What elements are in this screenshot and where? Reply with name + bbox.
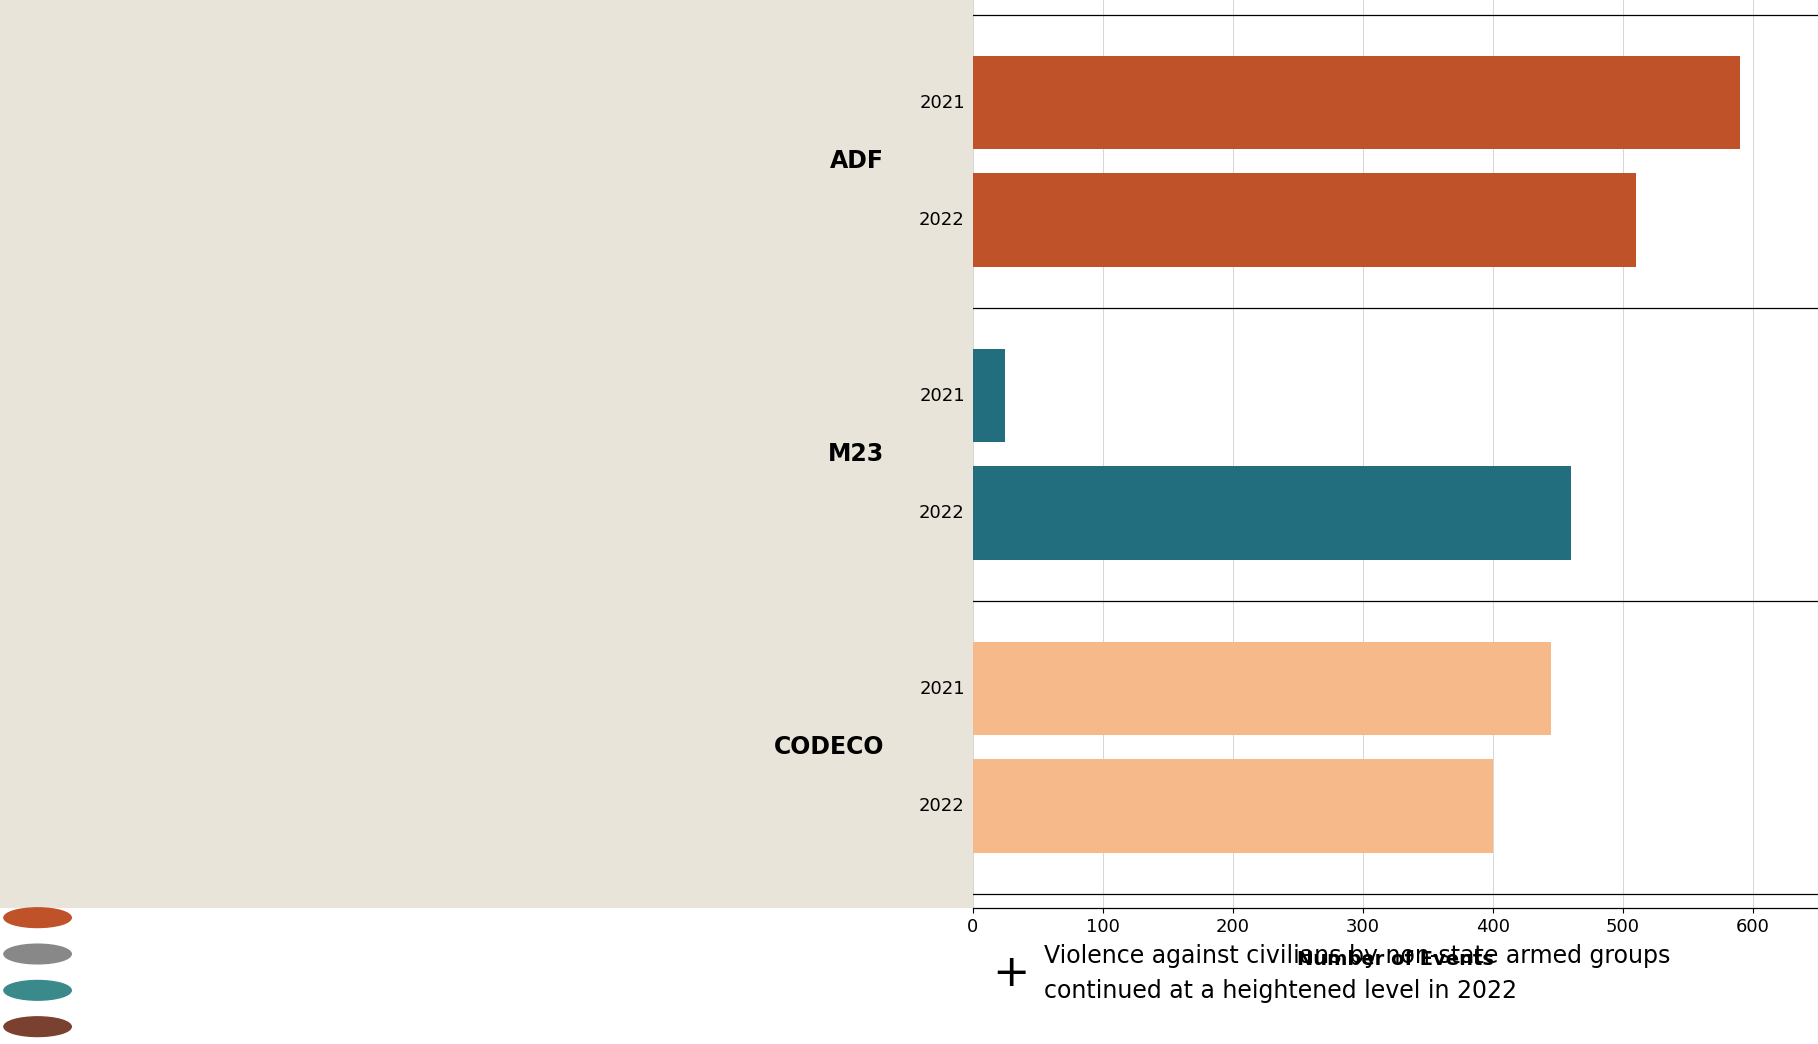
Bar: [973, 349, 1005, 443]
Text: 2022: 2022: [920, 797, 965, 814]
Bar: [973, 642, 1551, 735]
Bar: [973, 466, 1571, 560]
Text: Explosions/Remote violence: Explosions/Remote violence: [78, 982, 304, 998]
Text: M23: M23: [827, 443, 884, 466]
Text: 2022: 2022: [920, 211, 965, 229]
Text: Battles: Battles: [78, 1019, 135, 1035]
Text: Violence against civilians: Violence against civilians: [78, 910, 282, 925]
Bar: [973, 173, 1636, 266]
Text: 2022: 2022: [920, 504, 965, 522]
Circle shape: [4, 944, 71, 964]
Text: 2021: 2021: [920, 680, 965, 697]
Circle shape: [4, 908, 71, 927]
Text: CODECO: CODECO: [774, 735, 884, 759]
Text: 2021: 2021: [920, 386, 965, 404]
Text: 2021: 2021: [920, 94, 965, 112]
Text: Riots: Riots: [78, 947, 118, 962]
Bar: [973, 55, 1740, 149]
Circle shape: [4, 980, 71, 1000]
Circle shape: [4, 1017, 71, 1037]
X-axis label: Number of Events: Number of Events: [1296, 950, 1494, 969]
Text: +: +: [993, 952, 1029, 995]
Bar: [973, 759, 1493, 853]
Text: ADF: ADF: [831, 149, 884, 173]
Text: Violence against civilians by non-state armed groups
continued at a heightened l: Violence against civilians by non-state …: [1045, 944, 1671, 1002]
